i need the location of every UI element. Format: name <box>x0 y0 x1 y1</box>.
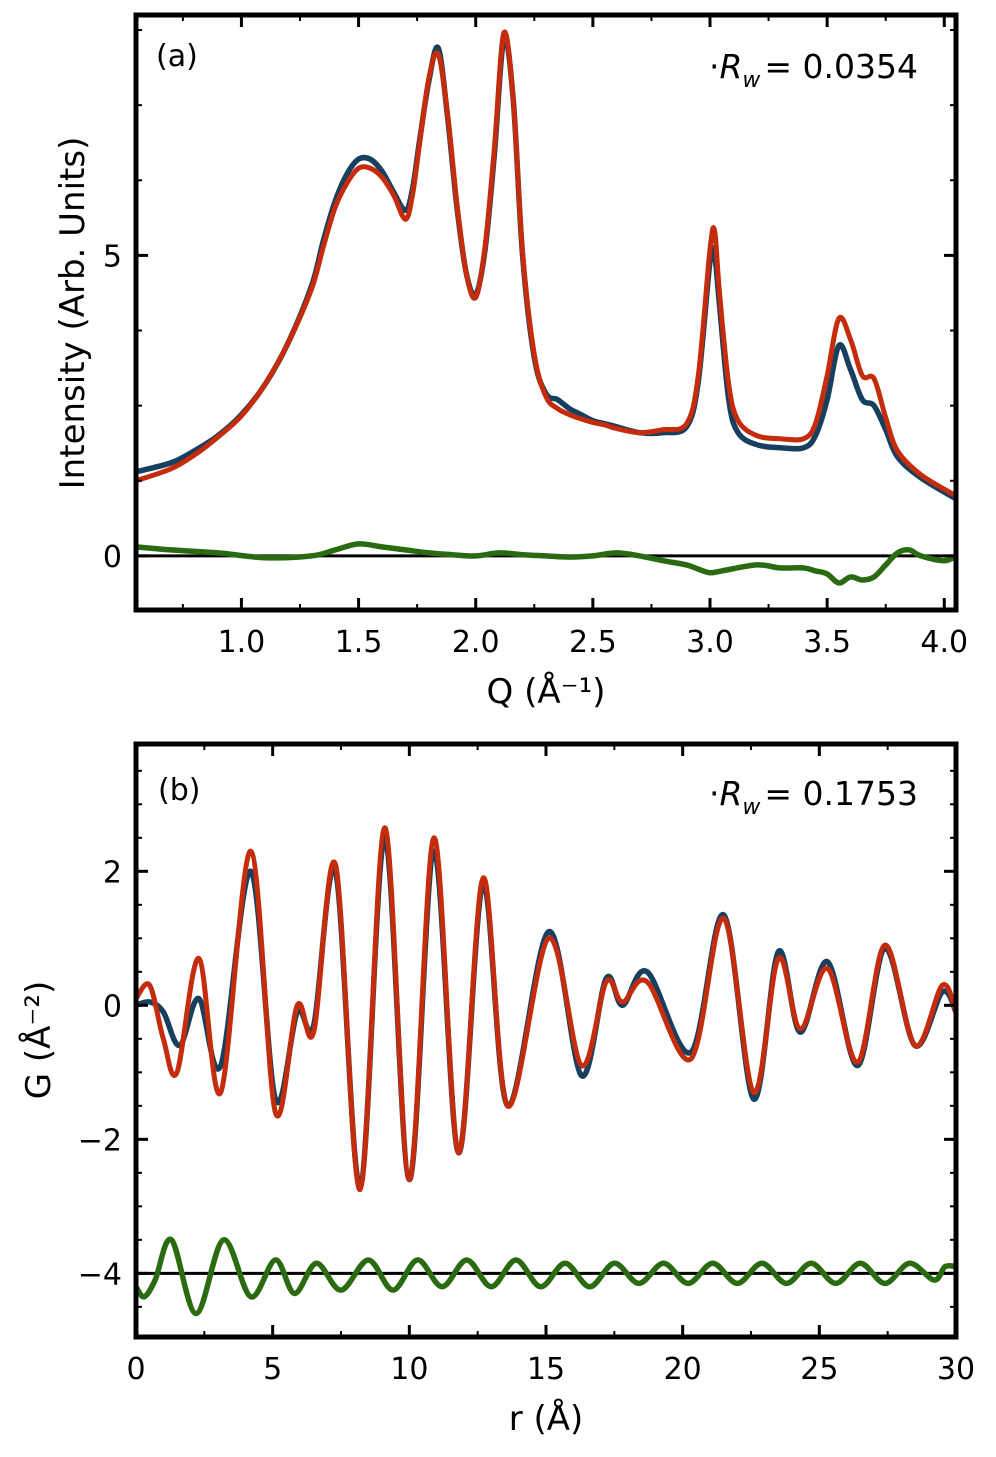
panel-b-xlabel: r (Å) <box>509 1398 584 1439</box>
panel-b-xtick-label: 0 <box>126 1352 145 1387</box>
panel-a-xtick-label: 3.5 <box>803 625 851 660</box>
panel-b-rw: ·Rw = 0.1753 <box>709 774 918 820</box>
panel-b-ytick-label: 0 <box>103 989 122 1024</box>
panel-b-frame <box>133 741 959 1340</box>
panel-b-xtick-label: 20 <box>664 1352 702 1387</box>
panel-a: 1.0 1.5 2.0 2.5 3.0 3.5 4.005 (a) ·Rw = 0.0354 … <box>53 12 968 712</box>
panel-b-xtick-label: 5 <box>263 1352 282 1387</box>
panel-a-rw-subscript: w <box>742 68 761 93</box>
panel-a-tick-labels: 1.0 1.5 2.0 2.5 3.0 3.5 4.0 0 5 <box>103 239 968 660</box>
panel-a-label: (a) <box>156 39 198 74</box>
panel-b-ytick-label: 2 <box>103 855 122 890</box>
panel-b-lines <box>136 825 956 1317</box>
panel-b-xtick-label: 15 <box>527 1352 565 1387</box>
panel-a-series-difference <box>136 541 956 586</box>
panel-a-xlabel: Q (Å⁻¹) <box>487 671 606 712</box>
panel-b-ytick-label: −2 <box>78 1123 122 1158</box>
panel-b-ylabel: G (Å⁻²) <box>18 981 59 1100</box>
panel-a-lines <box>136 29 956 586</box>
panel-b-label: (b) <box>158 773 200 808</box>
panel-a-xtick-label: 4.0 <box>920 625 968 660</box>
panel-a-ytick-label: 5 <box>103 239 122 274</box>
panel-a-xtick-label: 1.5 <box>335 625 383 660</box>
panel-b-rw-symbol: R <box>719 774 742 813</box>
panel-a-ytick-label: 0 <box>103 540 122 575</box>
panel-b-xtick-label: 25 <box>800 1352 838 1387</box>
panel-b-xtick-label: 10 <box>390 1352 428 1387</box>
panel-b-series-calculated <box>136 825 956 1193</box>
panel-a-rw-symbol: R <box>719 47 742 86</box>
panel-a-series-calculated <box>136 29 956 499</box>
panel-a-xtick-label: 2.0 <box>452 625 500 660</box>
panel-a-frame <box>133 12 959 613</box>
panel-b-rw-value: = 0.1753 <box>764 774 918 813</box>
panel-a-rw: ·Rw = 0.0354 <box>709 47 918 93</box>
panel-b-series-difference <box>136 1236 956 1317</box>
panel-a-rw-value: = 0.0354 <box>764 47 918 86</box>
panel-a-xtick-label: 1.0 <box>218 625 266 660</box>
panel-b-xtick-label: 30 <box>937 1352 975 1387</box>
panel-a-xtick-label: 3.0 <box>686 625 734 660</box>
panel-b-rw-subscript: w <box>742 795 761 820</box>
panel-a-ylabel: Intensity (Arb. Units) <box>53 137 93 490</box>
panel-a-xtick-label: 2.5 <box>569 625 617 660</box>
panel-b-ytick-label: −4 <box>78 1257 122 1292</box>
